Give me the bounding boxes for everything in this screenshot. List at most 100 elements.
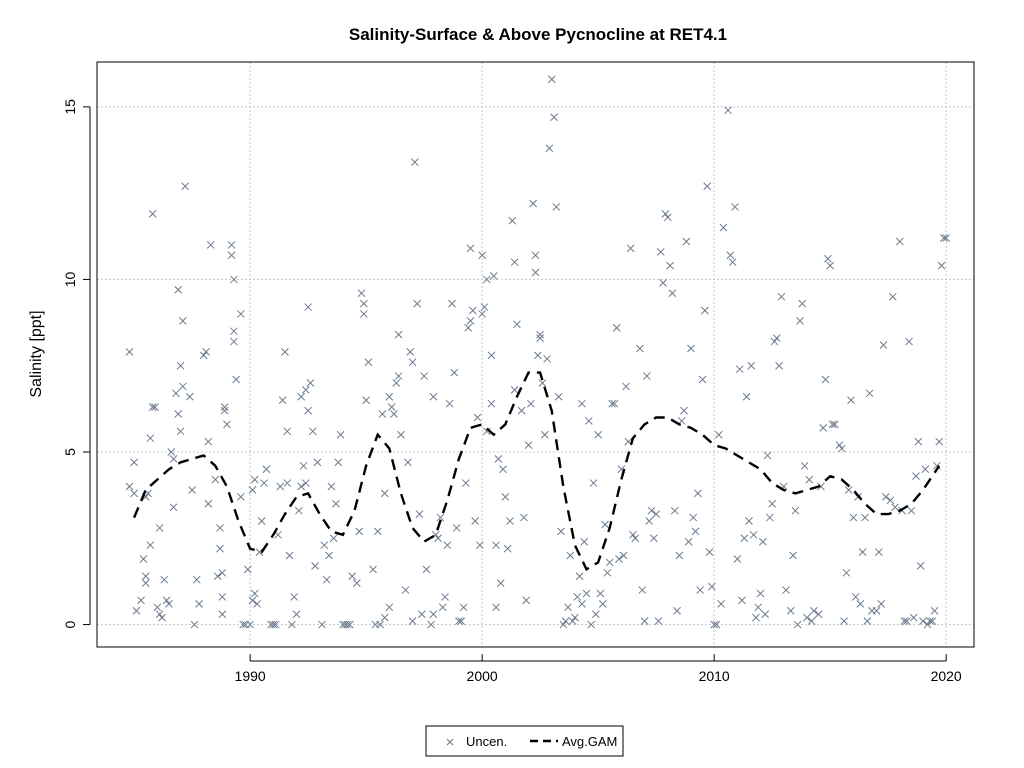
data-point <box>434 534 442 543</box>
data-point <box>462 479 470 487</box>
data-point <box>900 617 909 625</box>
data-point <box>313 458 322 467</box>
data-point <box>151 403 159 411</box>
data-point <box>847 396 855 405</box>
data-point <box>297 482 306 491</box>
data-point <box>480 303 489 311</box>
data-point <box>675 551 684 560</box>
data-point <box>404 458 412 467</box>
data-point <box>819 423 828 432</box>
data-point <box>684 537 693 546</box>
data-point <box>654 617 663 625</box>
data-point <box>703 182 712 191</box>
data-point <box>575 572 584 581</box>
data-point <box>928 617 937 625</box>
data-point <box>167 448 176 456</box>
data-point <box>552 203 561 211</box>
data-point <box>622 382 630 391</box>
data-point <box>202 348 210 356</box>
data-point <box>487 399 496 408</box>
data-point <box>132 606 141 615</box>
data-point <box>218 610 227 619</box>
data-point <box>800 461 809 470</box>
data-point <box>230 275 238 284</box>
grid <box>97 62 974 647</box>
data-point <box>666 261 674 270</box>
data-point <box>452 524 461 532</box>
data-point <box>174 285 183 294</box>
data-point <box>856 600 865 608</box>
data-point <box>772 334 781 342</box>
data-point <box>506 517 514 525</box>
data-point <box>587 620 596 629</box>
data-point <box>125 348 134 356</box>
legend-box <box>425 725 624 757</box>
data-point <box>359 310 368 318</box>
data-point <box>745 517 753 525</box>
data-point <box>327 482 336 491</box>
data-point <box>775 361 783 370</box>
data-point <box>243 565 252 574</box>
data-point <box>297 392 306 401</box>
data-point <box>250 589 259 598</box>
data-point <box>155 524 164 532</box>
data-point <box>130 458 138 467</box>
data-point <box>471 517 480 525</box>
data-point <box>380 489 389 498</box>
data-point <box>510 386 519 394</box>
data-point <box>301 479 310 487</box>
data-point <box>450 368 459 377</box>
data-point <box>304 303 312 311</box>
data-point <box>807 617 816 625</box>
data-point <box>329 534 338 543</box>
data-point <box>146 541 155 550</box>
data-point <box>385 392 394 401</box>
data-point <box>308 427 317 436</box>
data-point <box>935 437 944 446</box>
data-point <box>216 524 224 532</box>
data-point <box>538 379 547 387</box>
data-point <box>668 289 677 298</box>
data-point <box>939 234 948 242</box>
data-point <box>814 610 823 619</box>
data-point <box>835 441 844 449</box>
data-point <box>610 399 619 408</box>
data-point <box>445 399 454 408</box>
data-point <box>765 513 774 522</box>
data-point <box>172 389 180 398</box>
avg-gam-line <box>132 371 941 572</box>
data-point <box>603 568 612 577</box>
data-point <box>290 593 299 601</box>
data-point <box>905 337 913 346</box>
data-point <box>343 620 352 629</box>
data-point <box>318 620 326 629</box>
y-axis: 0 5 10 15 <box>62 99 91 628</box>
data-point <box>223 420 231 429</box>
data-point <box>652 510 660 518</box>
data-point <box>443 541 452 550</box>
data-point <box>176 361 185 370</box>
data-point <box>796 316 804 325</box>
data-point <box>141 579 150 588</box>
data-point <box>125 482 134 491</box>
data-point <box>499 465 507 474</box>
data-point <box>130 489 138 498</box>
data-point <box>754 603 763 612</box>
data-point <box>786 606 795 615</box>
data-point <box>527 399 535 408</box>
uncen-points <box>125 75 951 629</box>
data-point <box>821 375 830 384</box>
plot-frame <box>96 61 975 648</box>
data-point <box>531 268 540 277</box>
data-point <box>937 261 946 270</box>
data-point <box>524 441 533 449</box>
data-point <box>710 620 719 629</box>
data-point <box>740 534 749 543</box>
data-point <box>933 461 941 470</box>
data-point <box>714 430 723 439</box>
data-point <box>691 527 700 536</box>
data-point <box>427 620 435 629</box>
data-point <box>902 617 911 625</box>
data-point <box>190 620 199 629</box>
